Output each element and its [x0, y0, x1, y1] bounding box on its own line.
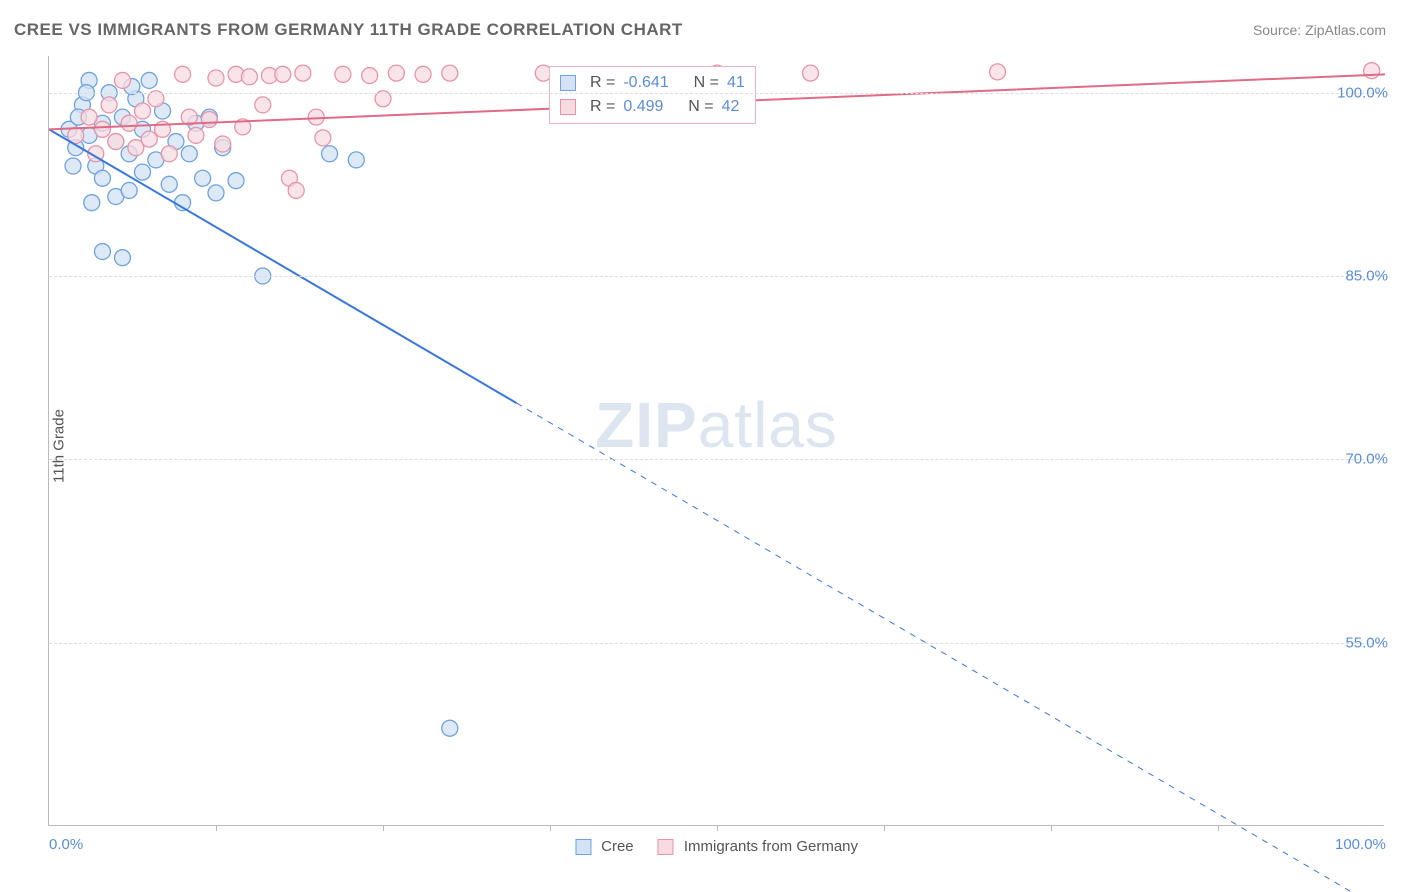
trend-line-dashed	[517, 403, 1385, 892]
x-tick-mark	[717, 825, 718, 831]
r-value-cree: -0.641	[623, 71, 668, 95]
scatter-point	[388, 65, 404, 81]
swatch-germany	[560, 99, 576, 115]
scatter-point	[275, 66, 291, 82]
scatter-point	[241, 69, 257, 85]
scatter-point	[208, 185, 224, 201]
scatter-point	[188, 127, 204, 143]
grid-line	[49, 276, 1384, 277]
swatch-cree	[560, 75, 576, 91]
scatter-point	[135, 103, 151, 119]
legend-item-cree: Cree	[575, 838, 634, 855]
scatter-point	[415, 66, 431, 82]
grid-line	[49, 93, 1384, 94]
scatter-point	[81, 109, 97, 125]
scatter-point	[362, 68, 378, 84]
stats-row-germany: R = 0.499 N = 42	[560, 95, 745, 119]
source-label: Source: ZipAtlas.com	[1253, 22, 1386, 38]
scatter-point	[121, 182, 137, 198]
legend-label-cree: Cree	[601, 838, 634, 855]
scatter-point	[108, 134, 124, 150]
scatter-point	[1364, 63, 1380, 79]
scatter-point	[94, 121, 110, 137]
scatter-point	[348, 152, 364, 168]
scatter-point	[84, 195, 100, 211]
scatter-point	[135, 164, 151, 180]
scatter-point	[195, 170, 211, 186]
trend-line-solid	[49, 129, 517, 403]
x-tick-mark	[383, 825, 384, 831]
scatter-point	[114, 72, 130, 88]
scatter-point	[442, 65, 458, 81]
r-value-germany: 0.499	[623, 95, 663, 119]
scatter-point	[121, 115, 137, 131]
x-tick-label: 0.0%	[49, 836, 83, 853]
x-tick-label: 100.0%	[1335, 836, 1386, 853]
x-tick-mark	[884, 825, 885, 831]
scatter-point	[175, 66, 191, 82]
y-axis-label: 11th Grade	[50, 409, 67, 483]
scatter-point	[101, 97, 117, 113]
n-label: N =	[694, 71, 719, 95]
scatter-point	[228, 173, 244, 189]
x-tick-mark	[216, 825, 217, 831]
swatch-cree-bottom	[575, 839, 591, 855]
stats-legend: R = -0.641 N = 41 R = 0.499 N = 42	[549, 66, 756, 124]
r-label: R =	[590, 71, 615, 95]
grid-line	[49, 459, 1384, 460]
scatter-point	[803, 65, 819, 81]
scatter-point	[114, 250, 130, 266]
n-value-cree: 41	[727, 71, 745, 95]
scatter-point	[322, 146, 338, 162]
scatter-point	[161, 176, 177, 192]
scatter-point	[94, 244, 110, 260]
scatter-point	[208, 70, 224, 86]
legend-item-germany: Immigrants from Germany	[658, 838, 858, 855]
scatter-point	[335, 66, 351, 82]
scatter-point	[201, 112, 217, 128]
y-tick-label: 85.0%	[1345, 268, 1388, 285]
swatch-germany-bottom	[658, 839, 674, 855]
scatter-point	[295, 65, 311, 81]
y-tick-label: 100.0%	[1337, 84, 1388, 101]
x-tick-mark	[550, 825, 551, 831]
scatter-point	[255, 97, 271, 113]
scatter-point	[288, 182, 304, 198]
scatter-point	[315, 130, 331, 146]
scatter-point	[65, 158, 81, 174]
chart-svg	[49, 56, 1384, 825]
scatter-point	[442, 720, 458, 736]
scatter-point	[141, 72, 157, 88]
scatter-point	[990, 64, 1006, 80]
y-tick-label: 70.0%	[1345, 451, 1388, 468]
series-legend: Cree Immigrants from Germany	[575, 838, 858, 855]
n-value-germany: 42	[722, 95, 740, 119]
n-label: N =	[688, 95, 713, 119]
stats-row-cree: R = -0.641 N = 41	[560, 71, 745, 95]
grid-line	[49, 643, 1384, 644]
scatter-point	[141, 131, 157, 147]
x-tick-mark	[1051, 825, 1052, 831]
scatter-point	[215, 136, 231, 152]
scatter-point	[94, 170, 110, 186]
chart-title: CREE VS IMMIGRANTS FROM GERMANY 11TH GRA…	[14, 20, 683, 40]
scatter-point	[161, 146, 177, 162]
r-label: R =	[590, 95, 615, 119]
x-tick-mark	[1218, 825, 1219, 831]
y-tick-label: 55.0%	[1345, 634, 1388, 651]
plot-area: ZIPatlas R = -0.641 N = 41 R = 0.499 N =…	[48, 56, 1384, 826]
scatter-point	[181, 146, 197, 162]
legend-label-germany: Immigrants from Germany	[684, 838, 858, 855]
